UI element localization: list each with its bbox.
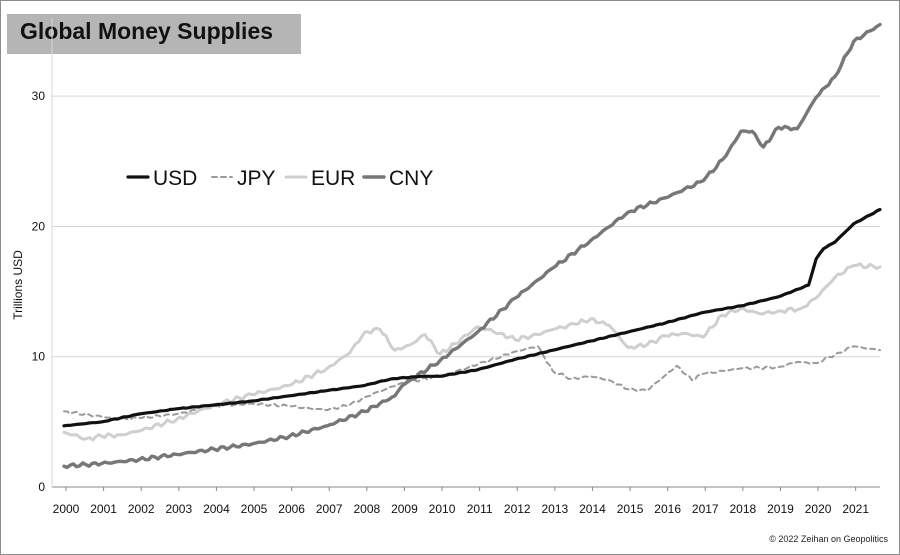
series-line-eur (62, 262, 882, 442)
x-tick-label: 2008 (353, 502, 380, 516)
legend: USD JPY EUR CNY (126, 167, 433, 190)
legend-item-jpy: JPY (211, 167, 276, 190)
x-tick-label: 2012 (504, 502, 531, 516)
x-tick-label: 2000 (53, 502, 80, 516)
legend-item-cny: CNY (362, 167, 433, 190)
legend-item-eur: EUR (284, 167, 355, 190)
credit-text: © 2022 Zeihan on Geopolitics (769, 534, 888, 544)
chart-title: Global Money Supplies (20, 18, 274, 44)
x-tick-label: 2005 (241, 502, 268, 516)
x-tick-label: 2011 (467, 502, 493, 516)
x-tick-label: 2001 (90, 502, 117, 516)
x-tick-label: 2017 (692, 502, 719, 516)
legend-label-eur: EUR (311, 167, 355, 190)
x-tick-label: 2019 (767, 502, 794, 516)
x-tick-label: 2013 (541, 502, 568, 516)
y-tick-label: 20 (32, 219, 46, 233)
y-tick-label: 10 (32, 350, 46, 364)
legend-label-usd: USD (153, 167, 197, 190)
x-tick-label: 2004 (203, 502, 230, 516)
x-tick-label: 2009 (391, 502, 418, 516)
y-tick-label: 0 (38, 480, 45, 494)
y-axis-label: Trillions USD (11, 250, 25, 320)
x-tick-label: 2015 (617, 502, 644, 516)
x-tick-label: 2018 (730, 502, 757, 516)
legend-item-usd: USD (126, 167, 197, 190)
x-tick-label: 2003 (165, 502, 192, 516)
x-tick-label: 2016 (654, 502, 681, 516)
y-tick-label: 30 (32, 89, 46, 103)
x-tick-label: 2006 (278, 502, 305, 516)
grid-layer (51, 18, 880, 491)
series-layer (62, 22, 882, 470)
legend-label-jpy: JPY (237, 167, 276, 190)
x-axis-ticks: 2000 2001 2002 2003 2004 2005 2006 2007 2008 2009… (53, 502, 870, 516)
x-tick-label: 2007 (316, 502, 343, 516)
x-tick-label: 2020 (805, 502, 832, 516)
x-tick-label: 2021 (842, 502, 869, 516)
chart-title-box (7, 14, 301, 54)
x-tick-label: 2002 (128, 502, 155, 516)
y-axis-ticks: 0 10 20 30 (32, 89, 46, 494)
x-tick-label: 2014 (579, 502, 606, 516)
series-line-usd (62, 207, 882, 428)
legend-label-cny: CNY (389, 167, 433, 190)
x-tick-label: 2010 (429, 502, 456, 516)
series-line-cny (62, 22, 882, 470)
